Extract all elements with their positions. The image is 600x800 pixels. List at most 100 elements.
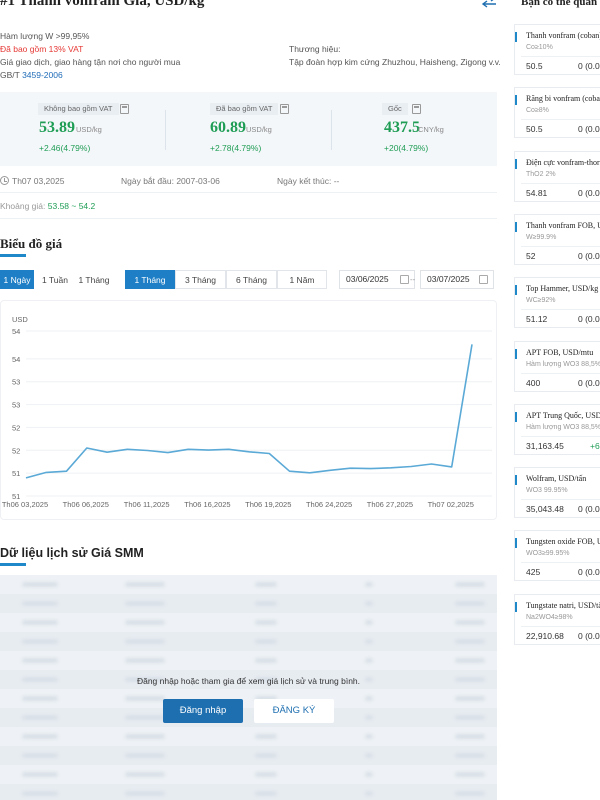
blurred-cell bbox=[22, 791, 58, 796]
card-change: +61.5 bbox=[590, 440, 600, 451]
related-price-card[interactable]: APT Trung Quốc, USD/tấn Hàm lượng WO3 88,… bbox=[514, 403, 600, 455]
divider bbox=[331, 110, 332, 150]
card-accent bbox=[515, 411, 517, 422]
blurred-row bbox=[0, 784, 497, 800]
blurred-row bbox=[0, 670, 497, 689]
blurred-cell bbox=[125, 677, 165, 682]
y-tick-label: 51 bbox=[12, 469, 20, 478]
blurred-cell bbox=[455, 696, 485, 701]
card-value: 31,163.45 bbox=[526, 440, 564, 451]
login-button[interactable]: Đăng nhập bbox=[163, 699, 243, 723]
tab-1-week[interactable]: 1 Tuần bbox=[36, 270, 74, 289]
related-price-card[interactable]: Top Hammer, USD/kg WC≥92% 51.12 0 (0.00%) bbox=[514, 277, 600, 329]
card-change: 0 (0.00%) bbox=[578, 567, 600, 578]
date-to-input[interactable]: 03/07/2025 bbox=[420, 270, 494, 289]
price-excl-vat: Không bao gồm VAT 53.89 USD/kg +2.46(4.7… bbox=[0, 92, 165, 166]
blurred-cell bbox=[22, 677, 58, 682]
blurred-cell bbox=[255, 696, 277, 701]
tab-1-month[interactable]: 1 Tháng bbox=[74, 270, 114, 289]
spec-standard-prefix: GB/T bbox=[0, 70, 20, 80]
card-value: 50.5 bbox=[526, 61, 543, 71]
price-value: 53.89 bbox=[39, 119, 75, 136]
blurred-cell bbox=[22, 620, 58, 625]
related-price-card[interactable]: Thanh vonfram (coban) Co≥10% 50.5 0 (0.00%) bbox=[514, 24, 600, 75]
blurred-cell bbox=[255, 772, 277, 777]
section-underline bbox=[0, 563, 26, 566]
page-title: #1 Thanh vonfram Giá, USD/kg bbox=[0, 0, 205, 9]
card-value: 54.81 bbox=[526, 187, 548, 198]
related-price-card[interactable]: Tungstate natri, USD/tấn Na2WO4≥98% 22,910… bbox=[514, 593, 600, 645]
blurred-cell bbox=[22, 582, 58, 587]
divider bbox=[521, 56, 600, 57]
blurred-cell bbox=[255, 639, 277, 644]
card-change: 0 (0.00%) bbox=[578, 314, 600, 325]
chart-section-title: Biểu đồ giá bbox=[0, 236, 63, 251]
related-price-card[interactable]: Răng bi vonfram (coban) Co≥8% 50.5 0 (0.00%… bbox=[514, 87, 600, 139]
blurred-cell bbox=[455, 753, 485, 758]
blurred-cell bbox=[455, 639, 485, 644]
x-tick-label: Th06 03,2025 bbox=[2, 500, 48, 509]
range-6-months[interactable]: 6 Tháng bbox=[226, 270, 277, 289]
blurred-cell bbox=[455, 620, 485, 625]
related-price-card[interactable]: Tungsten oxide FOB, USD/kg WO3≥99.95% 425 0… bbox=[514, 530, 600, 582]
divider bbox=[521, 435, 600, 437]
blurred-cell bbox=[125, 715, 165, 720]
blurred-cell bbox=[125, 658, 165, 663]
card-title: APT Trung Quốc, USD/tấn bbox=[526, 410, 600, 420]
card-accent bbox=[515, 348, 517, 359]
card-spec: WO3 99.95% bbox=[526, 487, 568, 495]
range-1-month[interactable]: 1 Tháng bbox=[125, 270, 175, 289]
date-separator: -- bbox=[410, 275, 416, 284]
card-spec: Co≥10% bbox=[526, 44, 553, 51]
start-date-value: 2007-03-06 bbox=[176, 176, 220, 186]
calculator-icon[interactable] bbox=[280, 104, 289, 114]
price-unit: USD/kg bbox=[246, 125, 272, 134]
divider bbox=[521, 182, 600, 184]
price-unit: CNY/kg bbox=[418, 125, 444, 134]
blurred-cell bbox=[22, 639, 58, 644]
card-title: Tungstate natri, USD/tấn bbox=[526, 600, 600, 610]
date-from-input[interactable]: 03/06/2025 bbox=[339, 270, 415, 289]
card-value: 50.5 bbox=[526, 124, 543, 135]
calculator-icon[interactable] bbox=[120, 104, 129, 114]
blurred-cell bbox=[365, 639, 373, 644]
card-spec: WC≥92% bbox=[526, 297, 556, 305]
related-price-card[interactable]: Wolfram, USD/tấn WO3 99.95% 35,043.48 0 (0.… bbox=[514, 467, 600, 519]
card-change: 0 (0.00%) bbox=[578, 630, 600, 641]
range-1-year[interactable]: 1 Năm bbox=[277, 270, 327, 289]
register-button[interactable]: ĐĂNG KÝ bbox=[254, 699, 334, 723]
card-value: 22,910.68 bbox=[526, 630, 564, 641]
price-range-value: 53.58 ~ 54.2 bbox=[47, 201, 96, 211]
related-price-card[interactable]: APT FOB, USD/mtu Hàm lượng WO3 88,5% 400 0 … bbox=[514, 340, 600, 392]
end-date-label: Ngày kết thúc: bbox=[277, 176, 332, 186]
blurred-row bbox=[0, 651, 497, 670]
blurred-cell bbox=[455, 791, 485, 796]
divider bbox=[521, 372, 600, 374]
blurred-cell bbox=[125, 582, 165, 587]
card-value: 51.12 bbox=[526, 314, 548, 325]
range-3-months[interactable]: 3 Tháng bbox=[175, 270, 226, 289]
related-price-card[interactable]: Thanh vonfram FOB, USD/kg W≥99.9% 52 0 (0.0… bbox=[514, 213, 600, 265]
calculator-icon[interactable] bbox=[412, 104, 421, 114]
card-spec: W≥99.9% bbox=[526, 233, 557, 241]
x-tick-label: Th06 24,2025 bbox=[306, 500, 352, 509]
card-title: Wolfram, USD/tấn bbox=[526, 474, 587, 484]
calendar-icon bbox=[400, 275, 409, 284]
price-chart[interactable]: USD 51 51 52 52 53 53 54 54 Th06 03,2025 Th06 06,2… bbox=[0, 300, 497, 520]
standard-link[interactable]: 3459-2006 bbox=[22, 70, 63, 80]
divider bbox=[165, 110, 166, 150]
card-accent bbox=[515, 601, 517, 612]
sidebar-title: Bạn có thể quan tâm bbox=[521, 0, 600, 8]
card-accent bbox=[515, 285, 517, 296]
related-price-card[interactable]: Điện cực vonfram-thori ThO2 2% 54.81 0 (0.0… bbox=[514, 150, 600, 202]
tab-1-day[interactable]: 1 Ngày bbox=[0, 270, 34, 289]
card-title: Răng bi vonfram (coban) bbox=[526, 94, 600, 104]
card-change: 0 (0.00%) bbox=[578, 61, 600, 71]
chart-card bbox=[0, 300, 497, 520]
blurred-row bbox=[0, 613, 497, 632]
swap-icon[interactable] bbox=[480, 0, 498, 8]
history-table-blurred bbox=[0, 575, 497, 800]
blurred-row bbox=[0, 594, 497, 613]
blurred-cell bbox=[125, 696, 165, 701]
x-tick-label: Th06 11,2025 bbox=[124, 500, 170, 509]
